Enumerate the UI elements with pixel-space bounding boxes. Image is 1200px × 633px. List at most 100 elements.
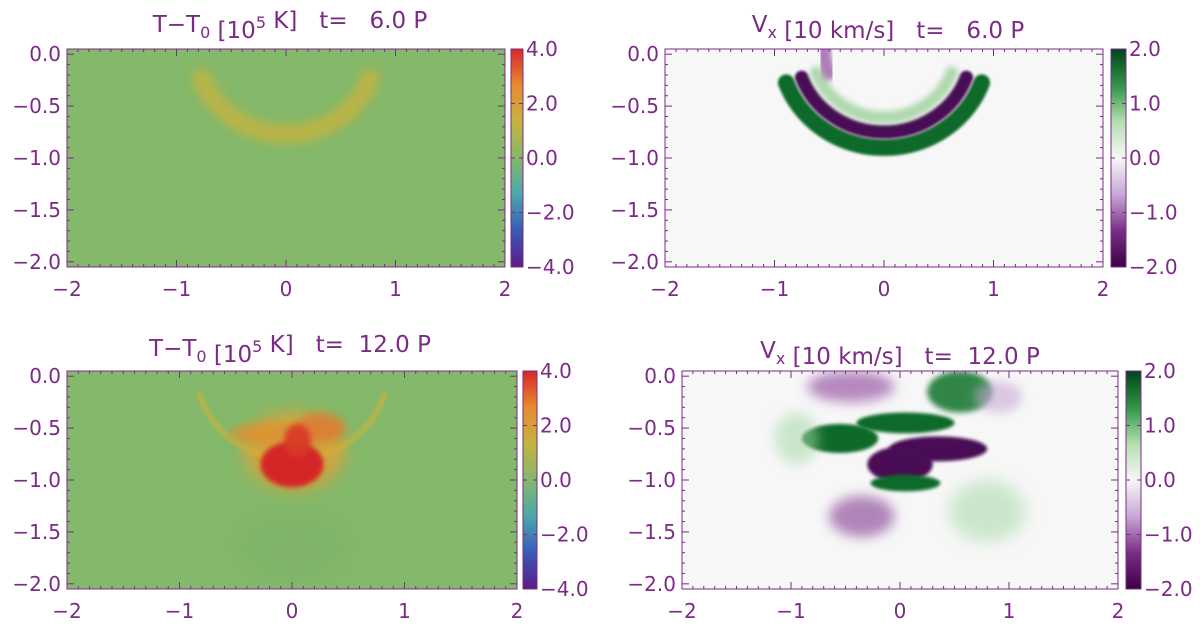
x-tick-label: −2 [52, 277, 81, 301]
panel-1: −2 −1 0 1 2 0.0 −0.5 −1.0 −1.5 −2.0 T−T0 [105 K] t… [12, 8, 574, 301]
colorbar-tick-label: 2.0 [1144, 359, 1176, 383]
y-tick-label: −1.5 [610, 198, 659, 222]
y-tick-label: −1.0 [12, 146, 61, 170]
x-tick-label: 0 [878, 277, 891, 301]
colorbar: 2.0 1.0 0.0 −1.0 −2.0 [1125, 359, 1193, 601]
field-blob [949, 480, 1026, 543]
field-blob [974, 381, 1023, 413]
x-tick-label: −1 [776, 599, 805, 623]
panel-title: T−T0 [105 K] t= 12.0 P [148, 332, 431, 368]
colorbar-tick-label: −4.0 [526, 255, 575, 279]
field-blob [260, 441, 324, 488]
x-axis: −2 −1 0 1 2 [667, 371, 1124, 623]
field-features [777, 49, 991, 156]
x-tick-label: 2 [1097, 277, 1110, 301]
colorbar-tick-label: −4.0 [540, 577, 589, 601]
field-blob [856, 412, 955, 434]
x-tick-label: 0 [280, 277, 293, 301]
colorbar-tick-label: −2.0 [526, 201, 575, 225]
y-tick-label: 0.0 [644, 364, 676, 388]
panel-4: −2 −1 0 1 2 0.0 −0.5 −1.0 −1.5 −2.0 Vx [10 km/s] t… [627, 338, 1192, 623]
colorbar-tick-label: 1.0 [1129, 92, 1161, 116]
colorbar-tick-label: 0.0 [540, 468, 572, 492]
field-blob [774, 412, 819, 465]
x-tick-label: 1 [987, 277, 1000, 301]
colorbar-tick-label: 0.0 [1144, 468, 1176, 492]
colorbar-tick-label: 2.0 [526, 92, 558, 116]
plot-background [67, 49, 505, 267]
y-tick-label: −1.5 [627, 520, 676, 544]
x-tick-label: −2 [650, 277, 679, 301]
y-tick-label: −2.0 [12, 572, 61, 596]
panel-title: Vx [10 km/s] t= 6.0 P [752, 12, 1025, 44]
colorbar: 4.0 2.0 0.0 −2.0 −4.0 [522, 359, 589, 601]
x-tick-label: 2 [1112, 599, 1125, 623]
colorbar-tick-label: 2.0 [1129, 37, 1161, 61]
x-tick-label: 1 [398, 599, 411, 623]
x-tick-label: −1 [760, 277, 789, 301]
field-blob [284, 423, 312, 458]
y-tick-label: −2.0 [12, 250, 61, 274]
colorbar-tick-label: 0.0 [526, 146, 558, 170]
colorbar-tick-label: 4.0 [540, 359, 572, 383]
y-tick-label: −1.0 [12, 468, 61, 492]
y-tick-label: 0.0 [29, 364, 61, 388]
field-features [774, 371, 1026, 543]
x-tick-label: 2 [499, 277, 512, 301]
y-tick-label: −0.5 [627, 416, 676, 440]
panel-3: −2 −1 0 1 2 0.0 −0.5 −1.0 −1.5 −2.0 T−T0 [105 K] t… [12, 332, 588, 623]
y-axis: 0.0 −0.5 −1.0 −1.5 −2.0 [12, 364, 517, 596]
x-tick-label: 1 [1003, 599, 1016, 623]
field-arc [794, 70, 974, 139]
y-tick-label: −0.5 [12, 416, 61, 440]
y-tick-label: −2.0 [610, 250, 659, 274]
y-tick-label: 0.0 [29, 42, 61, 66]
colorbar-tick-label: 0.0 [1129, 146, 1161, 170]
plot-background [665, 49, 1103, 267]
field-features [192, 68, 380, 144]
y-tick-label: −1.0 [627, 468, 676, 492]
x-axis: −2 −1 0 1 2 [52, 49, 511, 301]
x-tick-label: 0 [286, 599, 299, 623]
colorbar-tick-label: −2.0 [1129, 255, 1178, 279]
y-tick-label: −0.5 [610, 94, 659, 118]
field-blob [801, 423, 879, 454]
x-tick-label: 1 [389, 277, 402, 301]
y-tick-label: −0.5 [12, 94, 61, 118]
field-blob [870, 474, 941, 492]
field-arc [809, 66, 959, 124]
colorbar: 4.0 2.0 0.0 −2.0 −4.0 [510, 37, 575, 279]
x-tick-label: −2 [52, 599, 81, 623]
colorbar: 2.0 1.0 0.0 −1.0 −2.0 [1110, 37, 1178, 279]
field-arc [816, 49, 837, 81]
x-axis: −2 −1 0 1 2 [650, 49, 1109, 301]
y-tick-label: −1.5 [12, 520, 61, 544]
field-blob [235, 511, 349, 584]
field-features [197, 391, 387, 584]
y-tick-label: −1.0 [610, 146, 659, 170]
field-blob [867, 446, 933, 483]
y-axis: 0.0 −0.5 −1.0 −1.5 −2.0 [627, 364, 1118, 596]
colorbar-tick-label: −1.0 [1129, 201, 1178, 225]
colorbar-tick-label: 4.0 [526, 37, 558, 61]
field-arc [777, 74, 991, 156]
y-axis: 0.0 −0.5 −1.0 −1.5 −2.0 [12, 42, 505, 274]
panel-title: T−T0 [105 K] t= 6.0 P [152, 8, 428, 44]
colorbar-tick-label: −1.0 [1144, 523, 1193, 547]
x-tick-label: −1 [162, 277, 191, 301]
y-axis: 0.0 −0.5 −1.0 −1.5 −2.0 [610, 42, 1103, 274]
colorbar-tick-label: 1.0 [1144, 414, 1176, 438]
y-tick-label: −1.5 [12, 198, 61, 222]
field-blob [829, 495, 895, 538]
colorbar-tick-label: 2.0 [540, 414, 572, 438]
panel-2: −2 −1 0 1 2 0.0 −0.5 −1.0 −1.5 −2.0 Vx [10 km/s] t… [610, 12, 1177, 301]
colorbar-tick-label: −2.0 [1144, 577, 1193, 601]
panel-title: Vx [10 km/s] t= 12.0 P [760, 338, 1040, 370]
x-tick-label: −1 [165, 599, 194, 623]
y-tick-label: −2.0 [627, 572, 676, 596]
x-axis: −2 −1 0 1 2 [52, 371, 523, 623]
colorbar-tick-label: −2.0 [540, 523, 589, 547]
x-tick-label: 0 [894, 599, 907, 623]
